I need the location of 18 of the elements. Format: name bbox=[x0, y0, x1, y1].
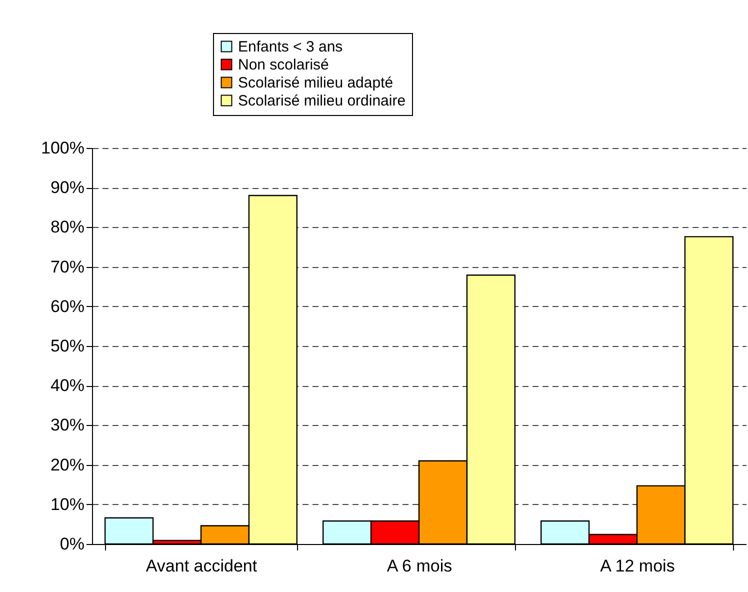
x-tick-label: A 6 mois bbox=[386, 556, 452, 576]
y-tick-label: 10% bbox=[50, 494, 84, 514]
legend-label: Non scolarisé bbox=[238, 56, 329, 74]
y-tick-label: 20% bbox=[50, 455, 84, 474]
y-tick-label: 90% bbox=[50, 178, 84, 198]
y-tick-label: 30% bbox=[50, 416, 84, 435]
y-tick-label: 70% bbox=[50, 257, 84, 276]
legend-label: Enfants < 3 ans bbox=[238, 38, 343, 56]
y-tick-label: 80% bbox=[50, 218, 84, 237]
legend-label: Scolarisé milieu adapté bbox=[238, 74, 394, 92]
legend-label: Scolarisé milieu ordinaire bbox=[238, 92, 406, 110]
y-tick-label: 60% bbox=[50, 296, 84, 316]
x-tick-label: Avant accident bbox=[146, 556, 258, 576]
y-tick-label: 50% bbox=[50, 336, 84, 356]
y-tick-label: 40% bbox=[50, 376, 84, 396]
y-tick-label: 100% bbox=[41, 138, 84, 158]
y-tick-label: 0% bbox=[60, 534, 84, 554]
x-tick-label: A 12 mois bbox=[600, 556, 675, 576]
